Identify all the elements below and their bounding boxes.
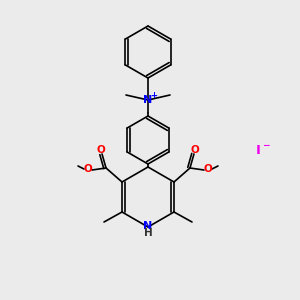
Text: N: N (143, 221, 153, 231)
Text: −: − (262, 140, 270, 149)
Text: O: O (204, 164, 212, 174)
Text: +: + (151, 91, 158, 100)
Text: O: O (84, 164, 92, 174)
Text: N: N (143, 95, 153, 105)
Text: H: H (144, 228, 152, 238)
Text: O: O (190, 145, 200, 155)
Text: I: I (256, 143, 260, 157)
Text: O: O (97, 145, 105, 155)
